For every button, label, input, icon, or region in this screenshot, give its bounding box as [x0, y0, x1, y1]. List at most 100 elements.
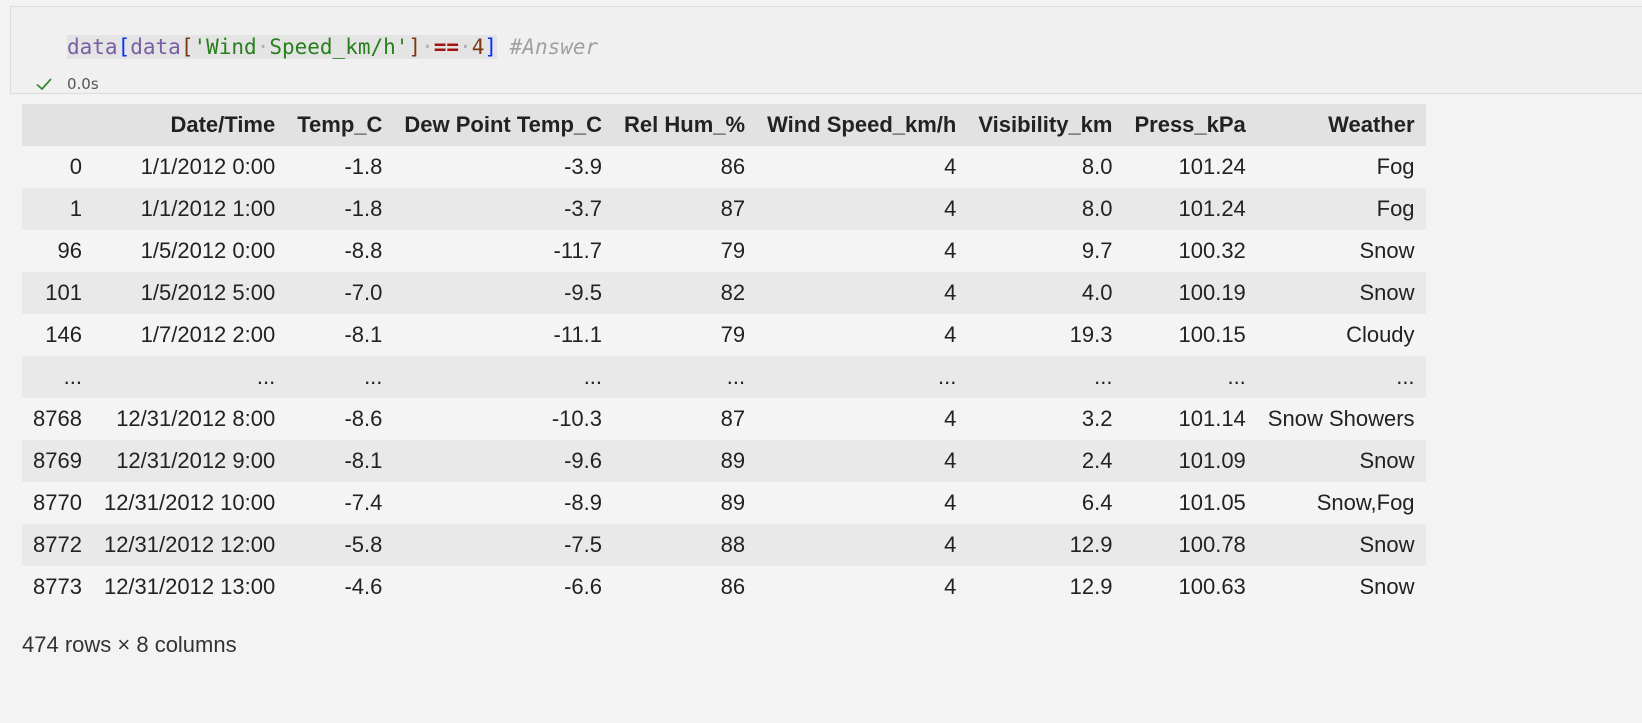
table-cell: ...: [756, 356, 968, 398]
table-cell: 101.24: [1123, 188, 1257, 230]
table-body: 0 1/1/2012 0:00 -1.8 -3.9 86 4 8.0 101.24 Fog 1 1/…: [22, 146, 1426, 608]
table-header-row: Date/Time Temp_C Dew Point Temp_C Rel Hum_%…: [22, 104, 1426, 146]
code-token: 'Wind: [193, 35, 257, 59]
code-token: [: [117, 35, 131, 59]
table-cell: 12/31/2012 9:00: [92, 440, 287, 482]
table-cell: ...: [1256, 356, 1426, 398]
table-cell: 100.19: [1123, 272, 1257, 314]
table-cell: 1/1/2012 1:00: [92, 188, 287, 230]
table-cell: 8768: [22, 398, 93, 440]
table-cell: 1/1/2012 0:00: [92, 146, 287, 188]
table-cell: 3.2: [967, 398, 1124, 440]
column-header: Wind Speed_km/h: [756, 104, 968, 146]
table-cell: Snow: [1256, 272, 1426, 314]
column-header: Rel Hum_%: [613, 104, 757, 146]
table-cell: -4.6: [286, 566, 394, 608]
table-cell: -7.0: [286, 272, 394, 314]
table-cell: 79: [613, 314, 757, 356]
table-cell: 100.63: [1123, 566, 1257, 608]
table-cell: 101.09: [1123, 440, 1257, 482]
table-cell: Snow,Fog: [1256, 482, 1426, 524]
table-cell: 86: [613, 146, 757, 188]
table-row: 8772 12/31/2012 12:00 -5.8 -7.5 88 4 12.9 100.7…: [22, 524, 1426, 566]
code-token: ·: [256, 35, 270, 59]
table-cell: 4.0: [967, 272, 1124, 314]
table-cell: 8.0: [967, 146, 1124, 188]
table-cell: -8.9: [393, 482, 614, 524]
table-cell: -1.8: [286, 188, 394, 230]
table-cell: 87: [613, 398, 757, 440]
table-cell: -10.3: [393, 398, 614, 440]
table-cell: ...: [393, 356, 614, 398]
table-row: 101 1/5/2012 5:00 -7.0 -9.5 82 4 4.0 100.19 Snow: [22, 272, 1426, 314]
code-token: ·: [421, 35, 434, 59]
table-row: 146 1/7/2012 2:00 -8.1 -11.1 79 4 19.3 100.15 Cl…: [22, 314, 1426, 356]
table-cell: 0: [22, 146, 93, 188]
table-cell: 100.78: [1123, 524, 1257, 566]
table-cell: -8.1: [286, 314, 394, 356]
table-cell: 4: [756, 314, 968, 356]
table-cell: 146: [22, 314, 93, 356]
table-cell: 101.14: [1123, 398, 1257, 440]
table-cell: 100.32: [1123, 230, 1257, 272]
table-cell: -3.7: [393, 188, 614, 230]
code-token: #Answer: [509, 35, 599, 59]
table-cell: 4: [756, 230, 968, 272]
code-comment: #Answer: [497, 35, 599, 59]
table-cell: 89: [613, 440, 757, 482]
column-header: Temp_C: [286, 104, 394, 146]
table-cell: Snow: [1256, 524, 1426, 566]
table-cell: 12/31/2012 8:00: [92, 398, 287, 440]
table-cell: 12/31/2012 12:00: [92, 524, 287, 566]
table-cell: -9.5: [393, 272, 614, 314]
check-icon: [35, 75, 53, 93]
table-row: 8769 12/31/2012 9:00 -8.1 -9.6 89 4 2.4 101.09 S…: [22, 440, 1426, 482]
table-cell: 86: [613, 566, 757, 608]
table-row: ...........................: [22, 356, 1426, 398]
table-cell: -1.8: [286, 146, 394, 188]
table-row: 8768 12/31/2012 8:00 -8.6 -10.3 87 4 3.2 101.14…: [22, 398, 1426, 440]
column-header: Visibility_km: [967, 104, 1124, 146]
code-token: ·: [459, 35, 472, 59]
table-cell: 1/7/2012 2:00: [92, 314, 287, 356]
table-cell: 19.3: [967, 314, 1124, 356]
table-cell: -6.6: [393, 566, 614, 608]
table-cell: Snow Showers: [1256, 398, 1426, 440]
table-row: 96 1/5/2012 0:00 -8.8 -11.7 79 4 9.7 100.32 Snow: [22, 230, 1426, 272]
table-cell: ...: [967, 356, 1124, 398]
table-cell: 6.4: [967, 482, 1124, 524]
table-cell: -7.5: [393, 524, 614, 566]
table-cell: 8769: [22, 440, 93, 482]
code-token: ==: [433, 35, 460, 59]
table-cell: Snow: [1256, 566, 1426, 608]
column-header: Dew Point Temp_C: [393, 104, 614, 146]
column-header: Date/Time: [92, 104, 287, 146]
table-row: 1 1/1/2012 1:00 -1.8 -3.7 87 4 8.0 101.24 Fog: [22, 188, 1426, 230]
execution-status: 0.0s: [35, 72, 99, 96]
table-row: 8770 12/31/2012 10:00 -7.4 -8.9 89 4 6.4 101.05…: [22, 482, 1426, 524]
code-token: [: [180, 35, 194, 59]
table-cell: 8773: [22, 566, 93, 608]
code-editor-line[interactable]: data[data['Wind·Speed_km/h']·==·4] #Answ…: [67, 33, 598, 61]
table-cell: 4: [756, 188, 968, 230]
table-cell: 12/31/2012 10:00: [92, 482, 287, 524]
table-cell: 9.7: [967, 230, 1124, 272]
code-token: ]: [484, 35, 497, 59]
table-cell: ...: [1123, 356, 1257, 398]
table-cell: Snow: [1256, 440, 1426, 482]
table-cell: 12.9: [967, 566, 1124, 608]
table-cell: 79: [613, 230, 757, 272]
table-cell: 1/5/2012 0:00: [92, 230, 287, 272]
table-cell: Fog: [1256, 188, 1426, 230]
table-cell: 4: [756, 398, 968, 440]
table-cell: 4: [756, 566, 968, 608]
table-cell: 89: [613, 482, 757, 524]
dataframe-table: Date/Time Temp_C Dew Point Temp_C Rel Hum_%…: [22, 104, 1426, 608]
code-token: 4: [471, 35, 485, 59]
table-cell: Fog: [1256, 146, 1426, 188]
table-cell: 8.0: [967, 188, 1124, 230]
table-cell: -11.7: [393, 230, 614, 272]
table-row: 8773 12/31/2012 13:00 -4.6 -6.6 86 4 12.9 100.6…: [22, 566, 1426, 608]
code-cell[interactable]: data[data['Wind·Speed_km/h']·==·4] #Answ…: [10, 6, 1642, 94]
table-cell: 8772: [22, 524, 93, 566]
